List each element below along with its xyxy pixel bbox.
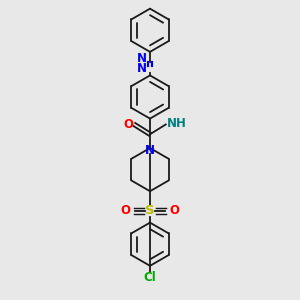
Text: O: O [123,118,134,131]
Text: S: S [145,204,155,218]
Text: Cl: Cl [144,271,156,284]
Text: N: N [137,62,147,75]
Text: N: N [145,143,155,157]
Text: NH: NH [167,117,186,130]
Text: O: O [169,204,179,218]
Text: O: O [121,204,130,218]
Text: N: N [137,52,147,65]
